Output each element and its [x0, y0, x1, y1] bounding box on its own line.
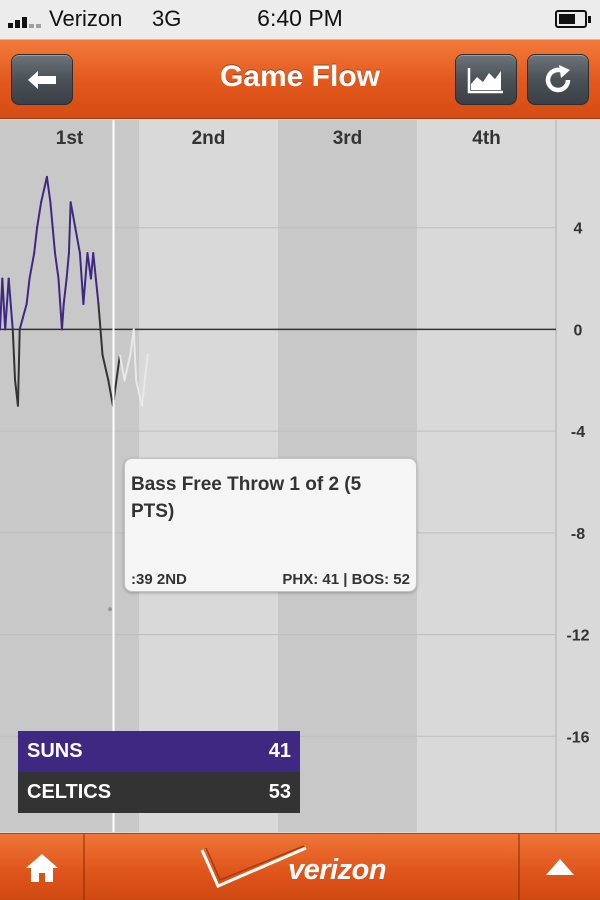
quarter-label: 3rd	[333, 128, 363, 149]
clock: 6:40 PM	[257, 5, 343, 31]
game-flow-segment	[4, 277, 10, 331]
brand-wordmark: verizon	[288, 854, 387, 886]
area-chart-icon	[467, 67, 503, 93]
game-flow-segment	[49, 201, 54, 229]
game-flow-segment	[33, 226, 39, 255]
y-tick-label: -4	[571, 424, 585, 441]
scroll-up-button[interactable]	[520, 834, 600, 900]
y-tick-label: -8	[571, 526, 585, 543]
arrow-left-icon	[28, 70, 56, 89]
team-row-celtics: CELTICS 53	[18, 772, 300, 813]
game-flow-segment	[140, 353, 149, 407]
back-button[interactable]	[11, 54, 73, 105]
game-flow-segment	[92, 252, 100, 305]
header-bar: Game Flow	[0, 40, 600, 119]
game-flow-segment	[82, 252, 89, 305]
home-button[interactable]	[0, 834, 83, 900]
axis-band	[556, 120, 600, 832]
game-flow-segment	[36, 201, 43, 229]
game-flow-segment	[28, 252, 36, 280]
play-score: PHX: 41 | BOS: 52	[282, 571, 410, 588]
game-flow-segment	[67, 201, 72, 255]
team-row-suns: SUNS 41	[18, 731, 300, 772]
game-flow-segment	[78, 252, 85, 305]
hover-point	[108, 607, 113, 612]
y-tick-label: -12	[566, 628, 589, 645]
carrier-name: Verizon	[49, 6, 123, 31]
game-flow-segment	[65, 252, 70, 280]
game-flow-segment	[62, 277, 68, 305]
team-name: SUNS	[27, 740, 83, 762]
game-flow-segment	[135, 379, 143, 407]
page-title: Game Flow	[219, 60, 381, 93]
game-flow-segment	[11, 328, 17, 382]
game-flow-segment	[40, 175, 48, 204]
game-flow-segment	[60, 303, 65, 331]
game-flow-segment	[45, 175, 52, 204]
refresh-button[interactable]	[527, 54, 589, 105]
verizon-check-icon	[200, 845, 307, 888]
network-type: 3G	[152, 6, 182, 31]
team-score: 53	[268, 781, 291, 803]
quarter-band	[417, 120, 556, 832]
y-tick-label: -16	[566, 729, 589, 746]
battery-icon	[555, 10, 591, 28]
game-flow-segment	[7, 277, 14, 331]
game-flow-segment	[123, 353, 132, 382]
team-score: 41	[268, 740, 291, 762]
status-bar: Verizon 3G 6:40 PM	[0, 0, 600, 40]
refresh-icon	[545, 64, 571, 92]
triangle-up-icon	[546, 859, 574, 875]
game-flow-segment	[54, 252, 60, 280]
play-tooltip: Bass Free Throw 1 of 2 (5 PTS) :39 2ND P…	[124, 458, 417, 592]
quarter-label: 1st	[56, 128, 84, 149]
game-flow-segment	[57, 277, 63, 331]
game-flow-segment	[51, 226, 57, 255]
game-flow-segment	[69, 201, 77, 229]
y-tick-label: 4	[574, 221, 583, 238]
game-flow-segment	[107, 379, 114, 407]
game-flow-segment	[16, 328, 21, 407]
play-description: Bass Free Throw 1 of 2 (5 PTS)	[131, 474, 362, 522]
game-flow-segment	[74, 226, 81, 255]
game-flow-segment	[97, 303, 104, 356]
game-flow-segment	[101, 353, 110, 382]
scorebox: SUNS 41 CELTICS 53	[18, 731, 300, 813]
home-icon	[26, 854, 58, 882]
game-flow-segment	[118, 353, 126, 382]
chart-view-button[interactable]	[455, 54, 517, 105]
bottom-bar	[0, 833, 600, 900]
y-tick-label: 0	[574, 322, 583, 339]
game-flow-segment	[132, 328, 138, 382]
team-name: CELTICS	[27, 781, 112, 803]
quarter-label: 4th	[472, 128, 501, 149]
game-flow-segment	[1, 277, 7, 331]
verizon-logo: verizon	[200, 844, 410, 890]
play-time: :39 2ND	[131, 571, 187, 588]
quarter-label: 2nd	[192, 128, 226, 149]
game-flow-segment	[25, 277, 31, 305]
game-flow-segment	[18, 303, 28, 331]
